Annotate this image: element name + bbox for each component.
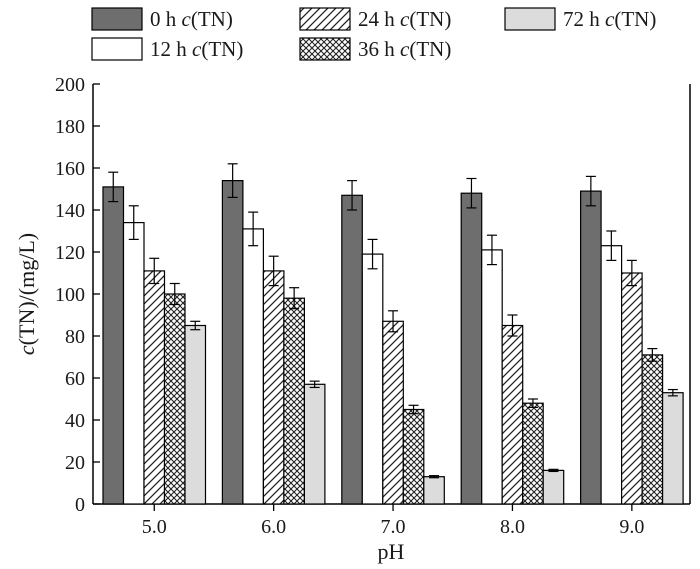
y-tick-label: 0 bbox=[75, 494, 85, 516]
bar bbox=[122, 222, 145, 505]
legend-label: 0 h c(TN) bbox=[150, 7, 233, 31]
bar bbox=[303, 383, 326, 505]
bar bbox=[242, 228, 264, 505]
y-tick-label: 120 bbox=[55, 242, 85, 264]
bar bbox=[143, 270, 166, 505]
y-axis-title-var: c bbox=[14, 345, 39, 355]
bar bbox=[163, 293, 186, 505]
bar bbox=[402, 408, 425, 505]
bar bbox=[481, 249, 503, 505]
legend-label: 24 h c(TN) bbox=[358, 7, 451, 31]
bar bbox=[501, 324, 524, 505]
bars bbox=[102, 163, 684, 505]
bar bbox=[620, 272, 643, 505]
x-tick-label: 6.0 bbox=[261, 516, 286, 538]
legend-swatch bbox=[299, 7, 351, 31]
y-tick-label: 80 bbox=[65, 326, 85, 348]
bar bbox=[661, 392, 684, 505]
y-tick-label: 60 bbox=[65, 368, 85, 390]
y-tick-label: 40 bbox=[65, 410, 85, 432]
y-tick-label: 200 bbox=[55, 74, 85, 96]
x-tick-label: 5.0 bbox=[142, 516, 167, 538]
bar bbox=[361, 253, 384, 505]
legend-label: 36 h c(TN) bbox=[358, 37, 451, 61]
bar bbox=[341, 194, 363, 505]
bar bbox=[382, 320, 404, 505]
x-axis-title: pH bbox=[378, 539, 405, 564]
legend: 0 h c(TN) 24 h c(TN) 72 h c(TN) 12 h c(TN) 3… bbox=[91, 7, 656, 61]
y-tick-label: 180 bbox=[55, 116, 85, 138]
y-tick-label: 140 bbox=[55, 200, 85, 222]
legend-swatch bbox=[91, 37, 143, 61]
legend-swatch bbox=[299, 37, 351, 61]
bar bbox=[600, 245, 623, 505]
legend-swatch bbox=[91, 7, 143, 31]
y-axis-title-rest: (TN)/(mg/L) bbox=[14, 233, 39, 345]
y-tick-label: 20 bbox=[65, 452, 85, 474]
x-ticks: 5.0 6.0 7.0 8.0 9.0 bbox=[142, 504, 644, 538]
legend-label: 12 h c(TN) bbox=[150, 37, 243, 61]
y-ticks: 0 20 40 60 80 100 120 140 160 180 200 bbox=[55, 74, 100, 516]
x-tick-label: 9.0 bbox=[619, 516, 644, 538]
bar bbox=[102, 186, 125, 505]
bar bbox=[262, 270, 285, 505]
x-tick-label: 8.0 bbox=[500, 516, 525, 538]
bar bbox=[423, 476, 445, 505]
bar bbox=[641, 354, 664, 505]
y-tick-label: 100 bbox=[55, 284, 85, 306]
bar bbox=[221, 180, 244, 505]
bar bbox=[579, 190, 602, 505]
legend-swatch bbox=[504, 7, 556, 31]
bar bbox=[184, 324, 207, 505]
legend-label: 72 h c(TN) bbox=[563, 7, 656, 31]
bar bbox=[460, 192, 483, 505]
y-tick-label: 160 bbox=[55, 158, 85, 180]
bar bbox=[283, 297, 305, 505]
y-axis-title: c(TN)/(mg/L) bbox=[14, 233, 39, 355]
bar bbox=[542, 469, 565, 505]
x-tick-label: 7.0 bbox=[381, 516, 406, 538]
bar bbox=[522, 402, 544, 505]
